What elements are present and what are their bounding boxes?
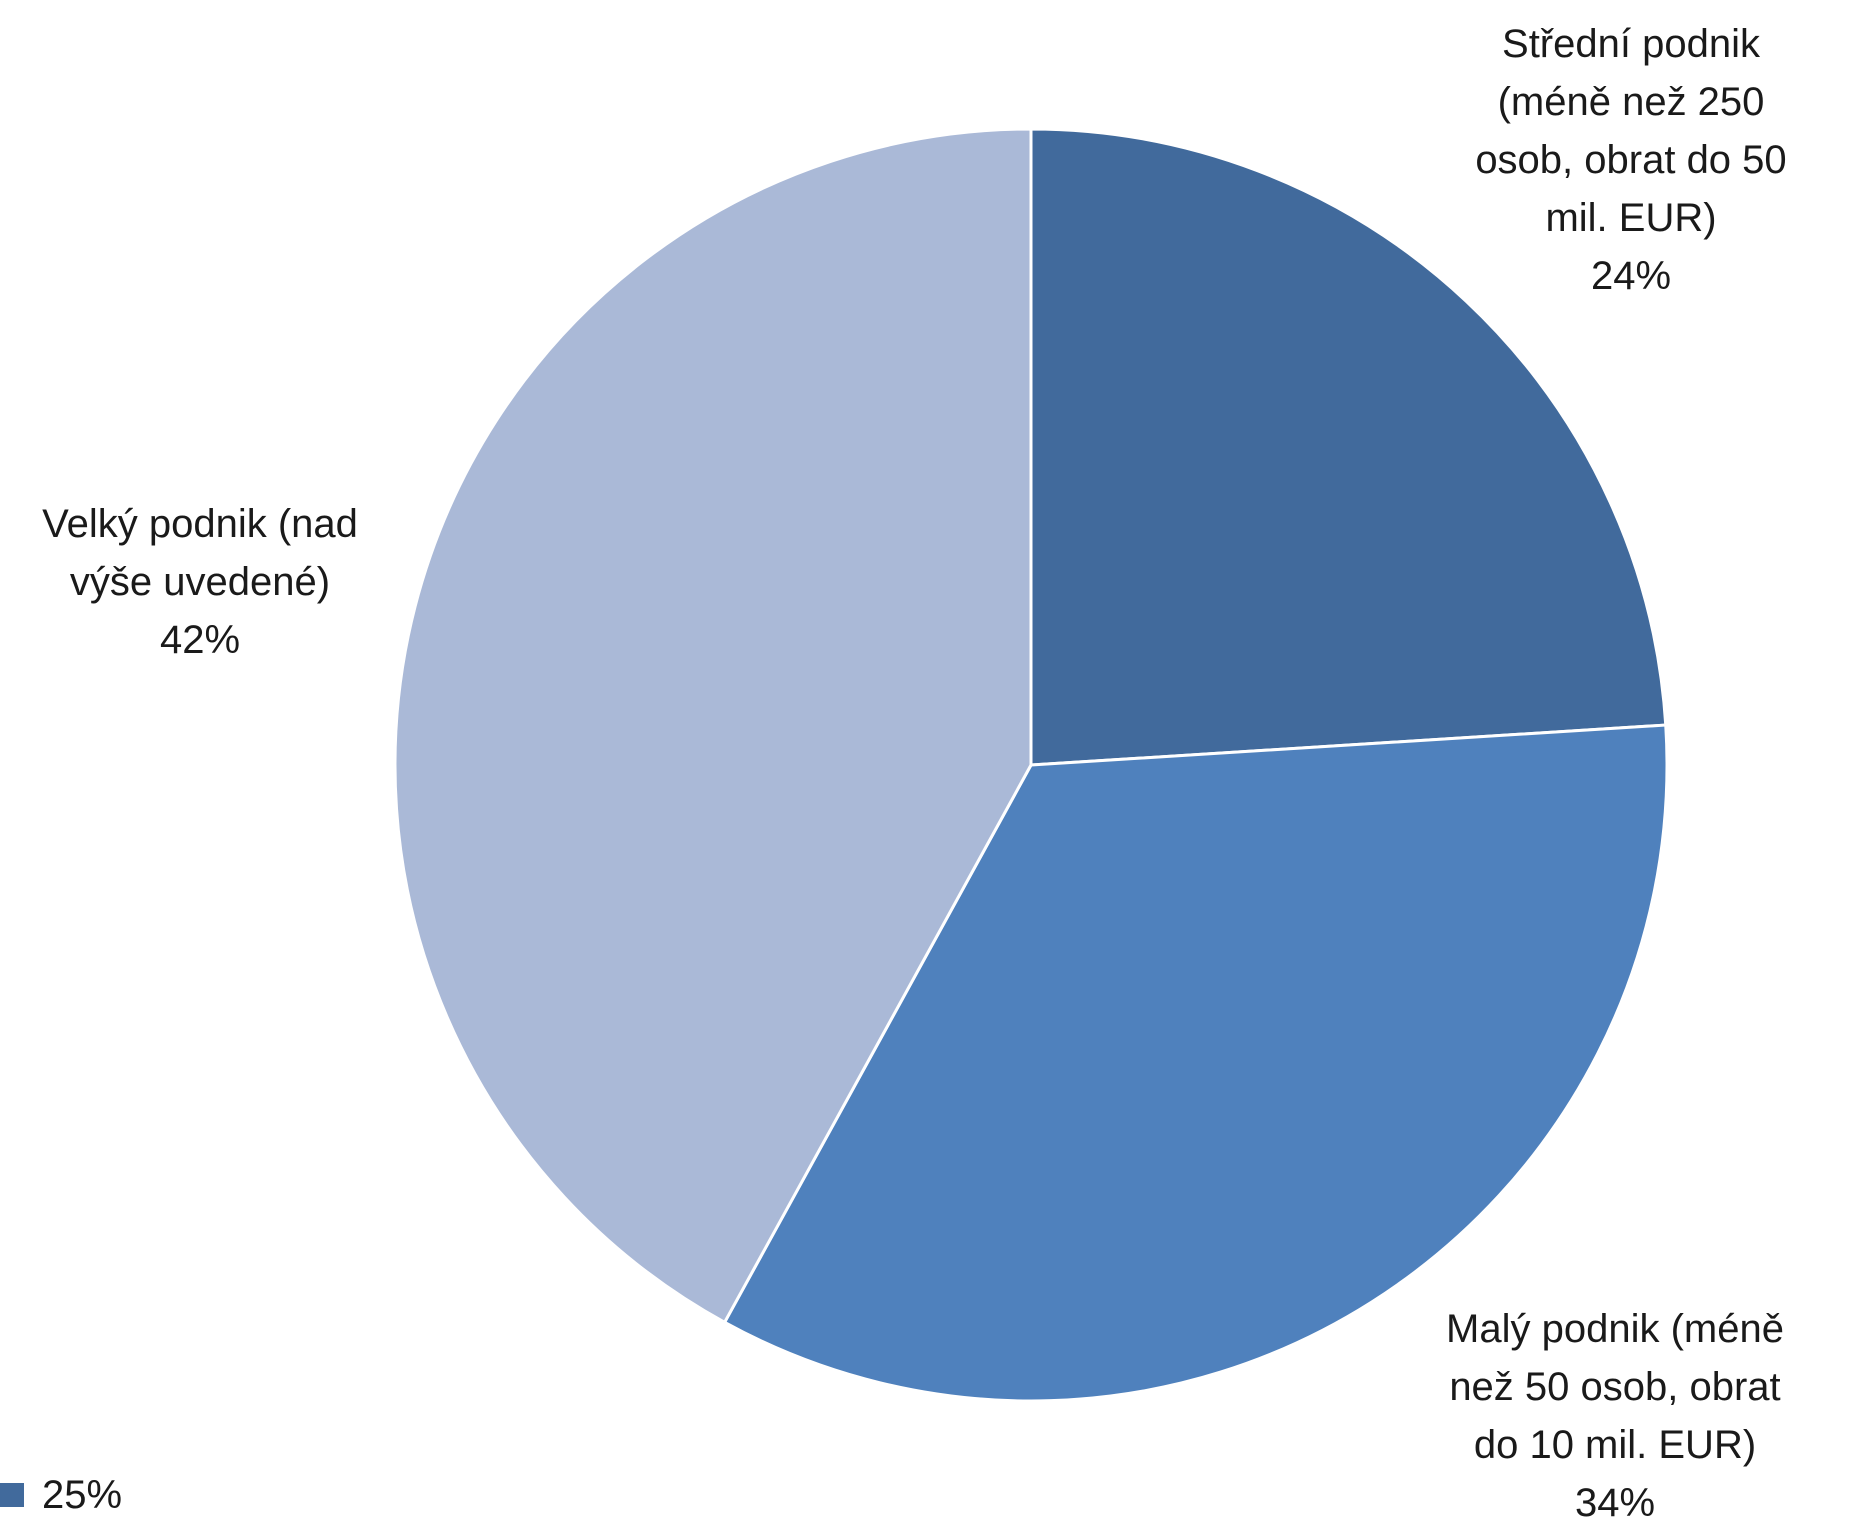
- legend: 25%: [0, 1473, 123, 1517]
- slice-medium-enterprise: [1029, 127, 1668, 767]
- slice-label-small-enterprise: Malý podnik (méně než 50 osob, obrat do …: [1446, 1307, 1784, 1525]
- slice-label-medium-enterprise: Střední podnik (méně než 250 osob, obrat…: [1475, 22, 1787, 298]
- slice-large-enterprise: [393, 127, 1033, 1325]
- legend-swatch: [0, 1483, 24, 1507]
- slice-label-large-enterprise: Velký podnik (nad výše uvedené) 42%: [42, 502, 358, 662]
- pie-slices: [393, 127, 1669, 1403]
- legend-text: 25%: [42, 1473, 123, 1517]
